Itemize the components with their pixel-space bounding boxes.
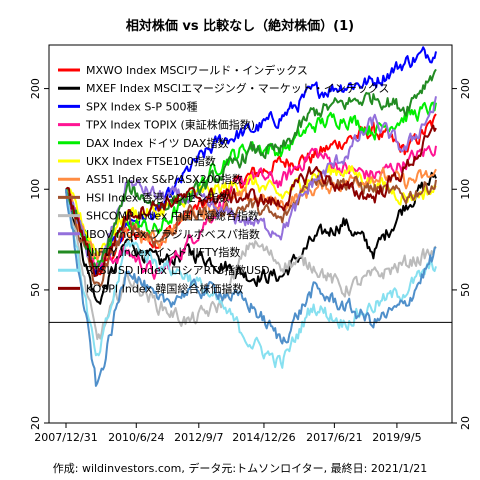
x-tick-label: 2007/12/31 <box>34 431 97 444</box>
legend-label: KOSPI Index 韓国総合株価指数 <box>86 281 243 295</box>
legend: MXWO Index MSCIワールド・インデックス MXEF Index MSC… <box>58 63 389 295</box>
y-tick-label-left: 50 <box>29 283 42 297</box>
legend-label: RTSIUSD Index ロシアRTS指数USD <box>86 263 270 277</box>
y-tick-label-left: 100 <box>29 179 42 200</box>
y-tick-label-right: 20 <box>459 416 472 430</box>
legend-label: DAX Index ドイツ DAX指数 <box>86 136 228 150</box>
legend-label: NIFTY Index インドNIFTY指数 <box>86 245 240 259</box>
legend-label: TPX Index TOPIX (東証株価指数) <box>85 118 255 132</box>
x-tick-label: 2019/9/5 <box>372 431 421 444</box>
series-line-2 <box>65 171 437 305</box>
x-tick-label: 2014/12/26 <box>232 431 295 444</box>
legend-label: SPX Index S-P 500種 <box>86 99 198 113</box>
chart-title: 相対株価 vs 比較なし（絶対株価）(1) <box>126 18 354 34</box>
chart-caption: 作成: wildinvestors.com, データ元:トムソンロイター, 最終… <box>53 461 427 475</box>
legend-label: HSI Index 香港ハンセン指数 <box>86 190 230 204</box>
series-line-13 <box>65 124 437 278</box>
legend-label: MXEF Index MSCIエマージング・マーケット・インデックス <box>86 81 389 95</box>
series-line-9 <box>65 189 437 341</box>
legend-label: MXWO Index MSCIワールド・インデックス <box>86 63 308 77</box>
y-tick-label-left: 20 <box>29 416 42 430</box>
legend-label: SHCOMP Index 中国上海総合指数 <box>86 209 259 223</box>
series-line-12 <box>65 189 437 369</box>
plot-area <box>49 46 452 387</box>
x-tick-label: 2010/6/24 <box>108 431 164 444</box>
x-tick-label: 2017/6/21 <box>306 431 362 444</box>
y-tick-label-right: 50 <box>459 283 472 297</box>
legend-label: IBOV Index ブラジルボベスパ指数 <box>86 227 260 241</box>
series-line-5 <box>65 101 437 266</box>
y-tick-label-right: 200 <box>459 78 472 99</box>
series-line-11 <box>65 68 437 270</box>
series-line-1 <box>65 113 437 276</box>
axes: 20 20 50 50 100 100 200 200 2007/12/31 2010/6/24 2… <box>29 78 472 444</box>
legend-label: AS51 Index S&P/ASX200指数 <box>86 172 243 186</box>
plot-frame <box>48 44 453 424</box>
y-tick-label-left: 200 <box>29 78 42 99</box>
legend-label: UKX Index FTSE100指数 <box>86 154 216 168</box>
x-tick-label: 2012/9/7 <box>174 431 223 444</box>
y-tick-label-right: 100 <box>459 179 472 200</box>
